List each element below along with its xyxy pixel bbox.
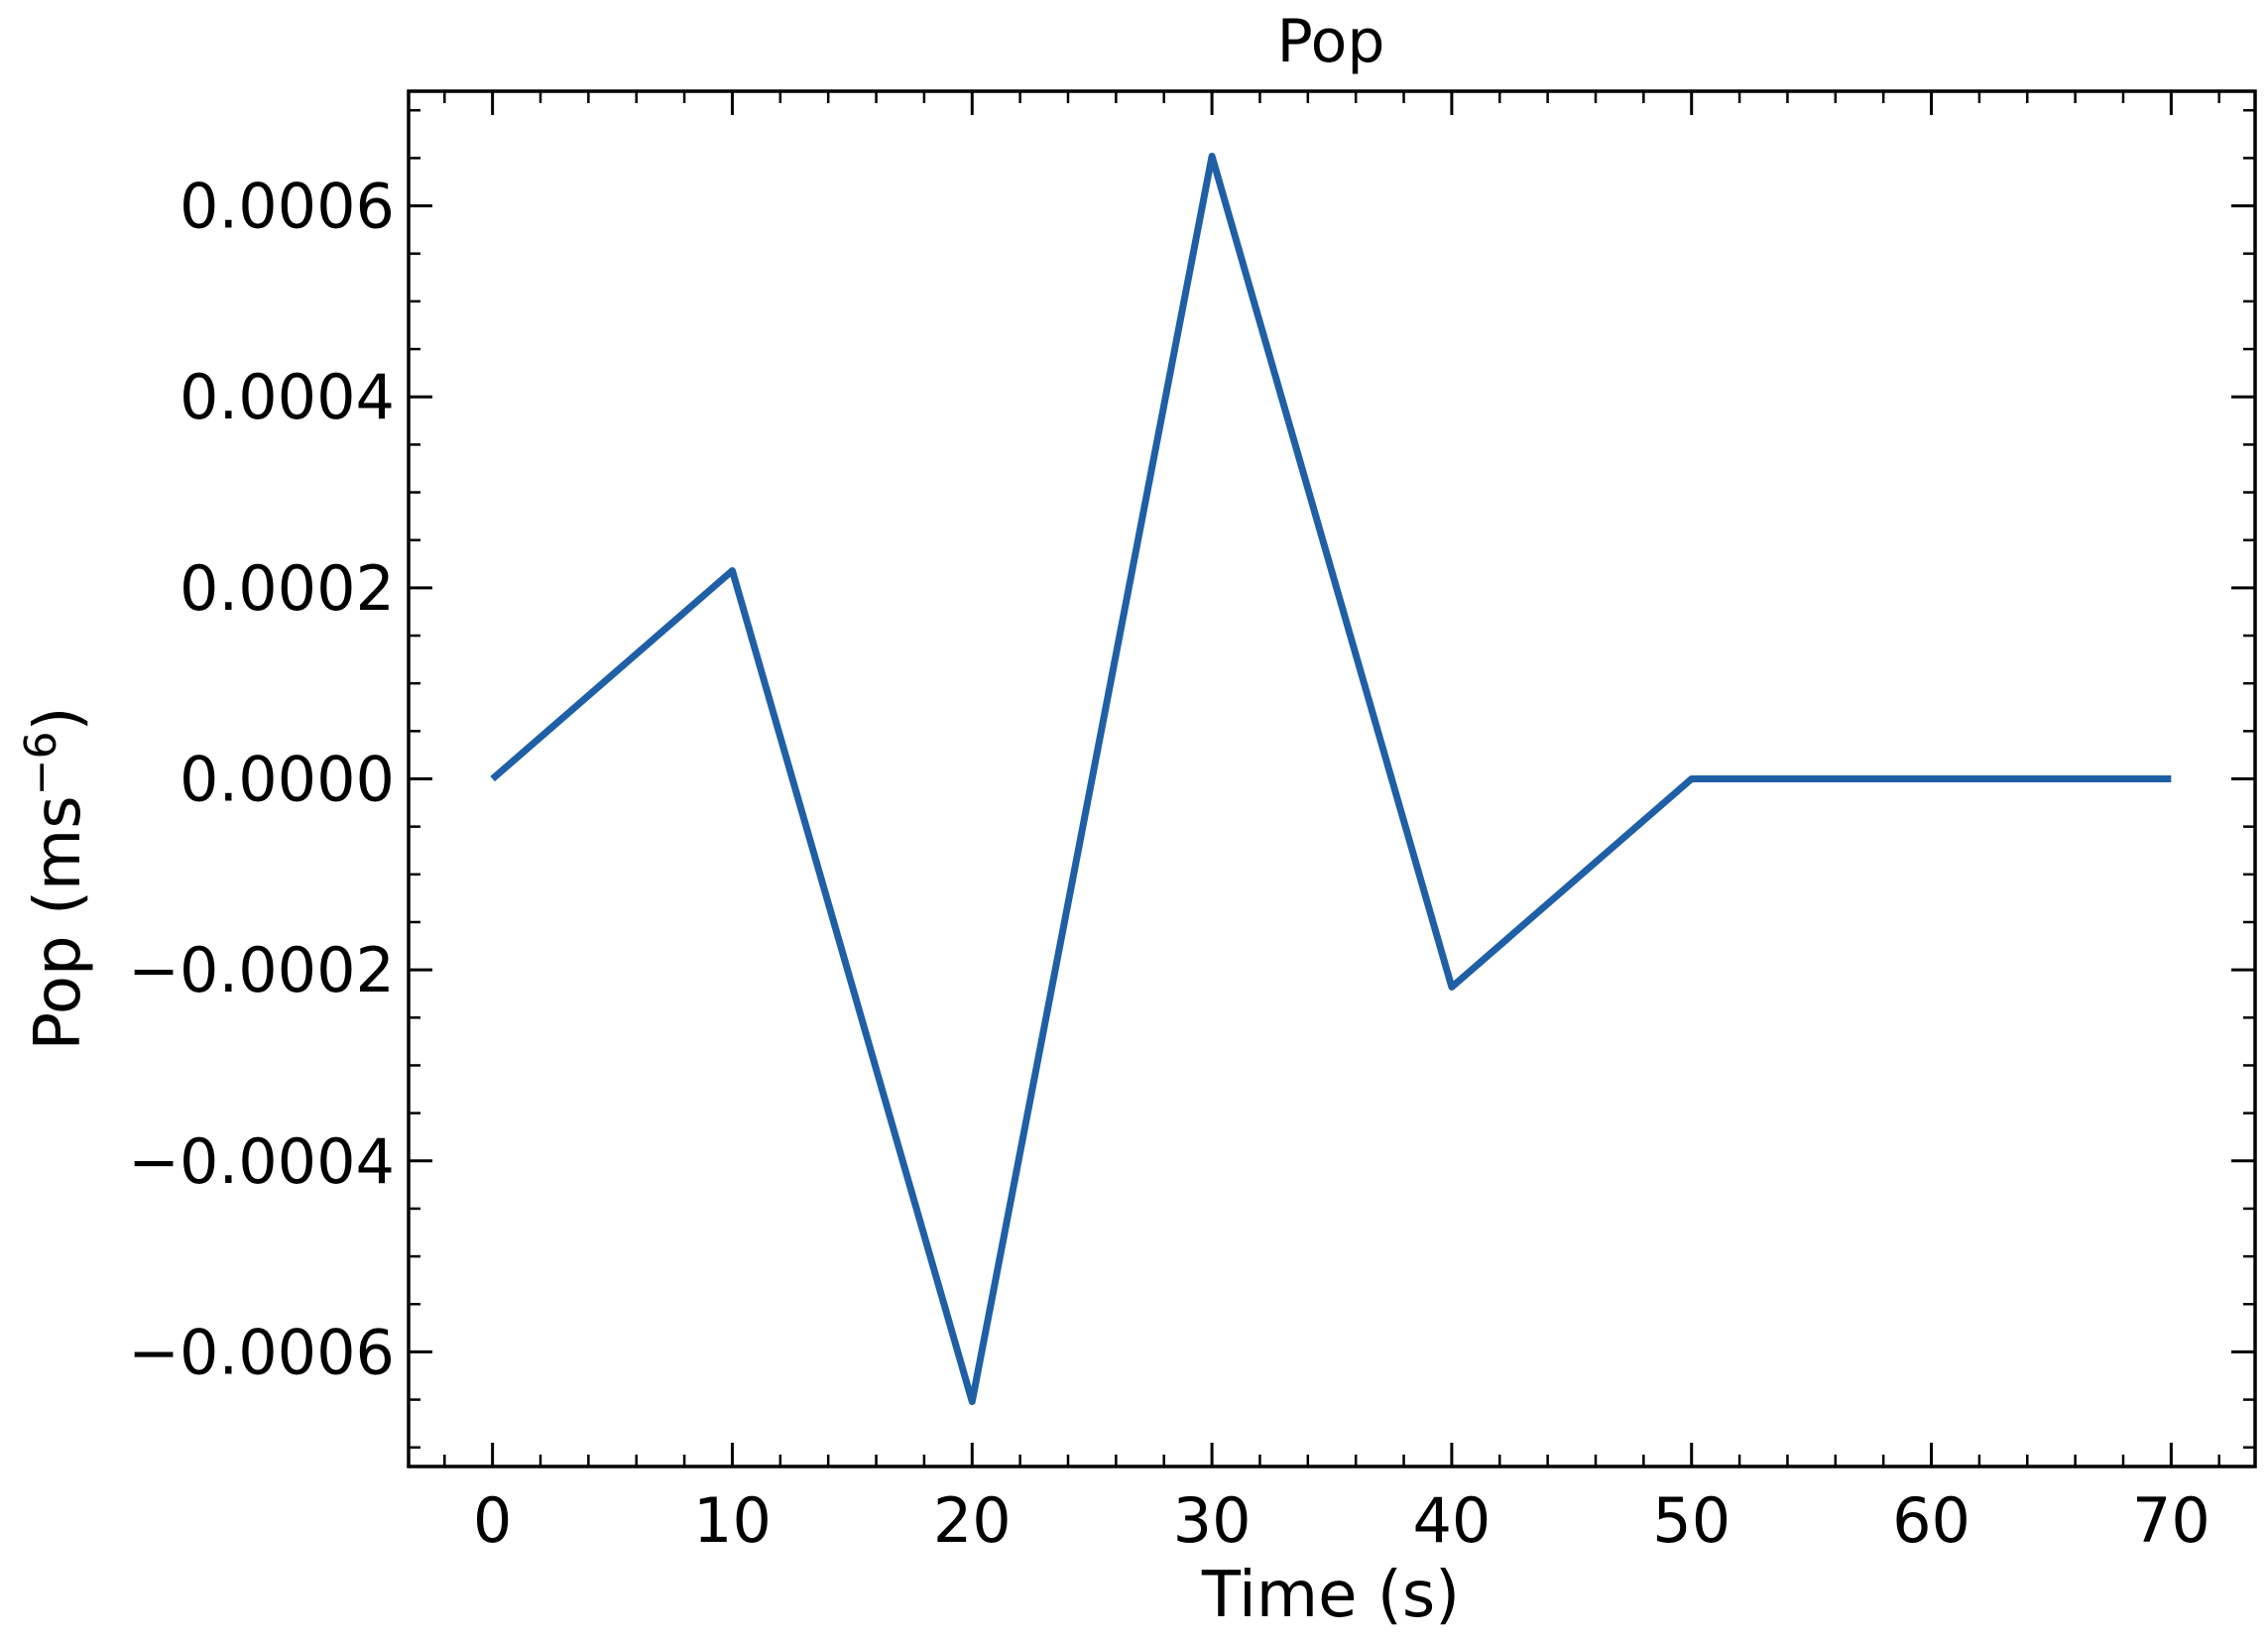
- x-tick-label: 30: [1173, 1484, 1252, 1557]
- x-tick-label: 70: [2132, 1484, 2210, 1557]
- axis-ticks: [409, 91, 2255, 1466]
- y-tick-label: −0.0006: [128, 1316, 395, 1388]
- x-tick-label: 0: [473, 1484, 512, 1557]
- y-tick-label: 0.0006: [179, 171, 395, 243]
- y-tick-label: −0.0004: [128, 1125, 395, 1198]
- y-axis-label-exponent: −6: [16, 732, 66, 796]
- y-axis-label: Pop (ms−6): [16, 707, 95, 1051]
- x-tick-label: 60: [1892, 1484, 1970, 1557]
- x-tick-label: 10: [693, 1484, 772, 1557]
- y-axis-label-main: Pop (ms: [22, 795, 95, 1050]
- x-axis-label: Time (s): [1201, 1559, 1460, 1632]
- x-tick-label: 20: [933, 1484, 1012, 1557]
- y-tick-label: −0.0002: [128, 934, 395, 1006]
- plot-frame: [407, 89, 2257, 1468]
- chart-title: Pop: [1277, 7, 1385, 76]
- y-axis-label-close: ): [22, 707, 95, 732]
- series-layer: [490, 153, 2172, 1405]
- axis-tick-labels: 0 10 20 30 40 50 60 70 −0.0006 −0.0004 −0.0002 0.00…: [128, 171, 2210, 1557]
- x-tick-label: 40: [1412, 1484, 1491, 1557]
- y-tick-label: 0.0002: [179, 552, 395, 625]
- series-line: [490, 153, 2172, 1405]
- y-tick-label: 0.0004: [179, 361, 395, 433]
- x-tick-label: 50: [1652, 1484, 1731, 1557]
- y-tick-label: 0.0000: [179, 744, 395, 816]
